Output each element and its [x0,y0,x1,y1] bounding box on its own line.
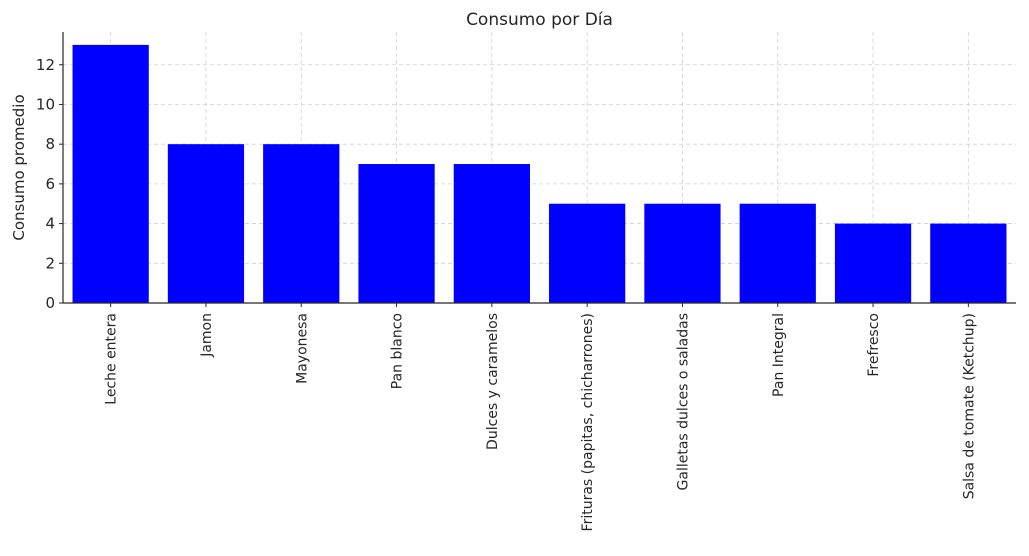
bar-2 [263,144,340,303]
axes [62,32,1016,304]
bar-4 [453,164,530,303]
y-tick-label: 12 [36,56,55,74]
bar-1 [167,144,245,303]
x-tick-label: Pan blanco [390,313,406,389]
bar-5 [549,203,626,303]
y-tick-label: 0 [45,294,55,312]
bar-6 [644,203,721,303]
bars [72,44,1007,304]
x-tick-label: Pan Integral [771,313,787,397]
bar-3 [358,164,435,303]
bar-0 [72,44,149,304]
x-tick-label: Salsa de tomate (Ketchup) [961,313,977,499]
x-ticks: Leche entera Jamon Mayonesa Pan blanco Dulce… [104,303,977,531]
bar-7 [739,203,816,303]
chart-title: Consumo por Día [466,10,613,30]
bar-9 [930,223,1007,303]
x-tick-label: Frefresco [866,313,882,377]
y-axis-label: Consumo promedio [10,94,28,240]
y-tick-label: 10 [36,95,55,113]
y-ticks: 0 2 4 6 8 10 12 [36,56,63,312]
x-tick-label: Galletas dulces o saladas [675,313,691,490]
x-tick-label: Mayonesa [294,313,310,384]
x-tick-label: Dulces y caramelos [485,313,501,450]
x-tick-label: Frituras (papitas, chicharrones) [580,313,596,531]
x-tick-label: Jamon [199,313,215,358]
x-tick-label: Leche entera [104,313,120,405]
y-tick-label: 2 [45,254,55,272]
y-tick-label: 8 [45,135,55,153]
bar-8 [834,223,912,303]
y-tick-label: 6 [45,175,55,193]
y-tick-label: 4 [45,215,55,233]
